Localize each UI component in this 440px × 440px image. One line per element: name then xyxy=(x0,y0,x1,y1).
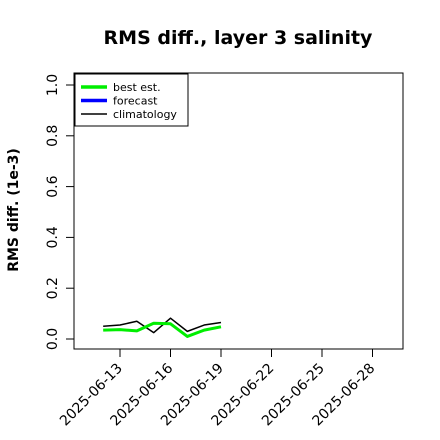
y-tick-label: 0.0 xyxy=(45,328,61,350)
legend-label: climatology xyxy=(113,108,177,121)
x-axis: 2025-06-132025-06-162025-06-192025-06-22… xyxy=(57,349,378,429)
y-tick-label: 0.6 xyxy=(45,175,61,197)
series-line-best-est xyxy=(103,321,222,338)
y-axis: 0.0 0.2 0.4 0.6 0.8 1.0 xyxy=(45,74,74,350)
y-tick-label: 0.4 xyxy=(45,226,61,248)
chart-title: RMS diff., layer 3 salinity xyxy=(104,27,374,49)
y-tick-label: 0.8 xyxy=(45,125,61,147)
legend-label: best est. xyxy=(113,81,161,94)
series-line-climatology xyxy=(103,317,222,334)
plot-frame xyxy=(73,72,404,350)
y-tick-label: 1.0 xyxy=(45,74,61,96)
y-axis-label: RMS diff. (1e-3) xyxy=(6,148,22,272)
series-layer xyxy=(103,317,222,338)
legend-label: forecast xyxy=(113,95,158,108)
y-tick-label: 0.2 xyxy=(45,277,61,299)
